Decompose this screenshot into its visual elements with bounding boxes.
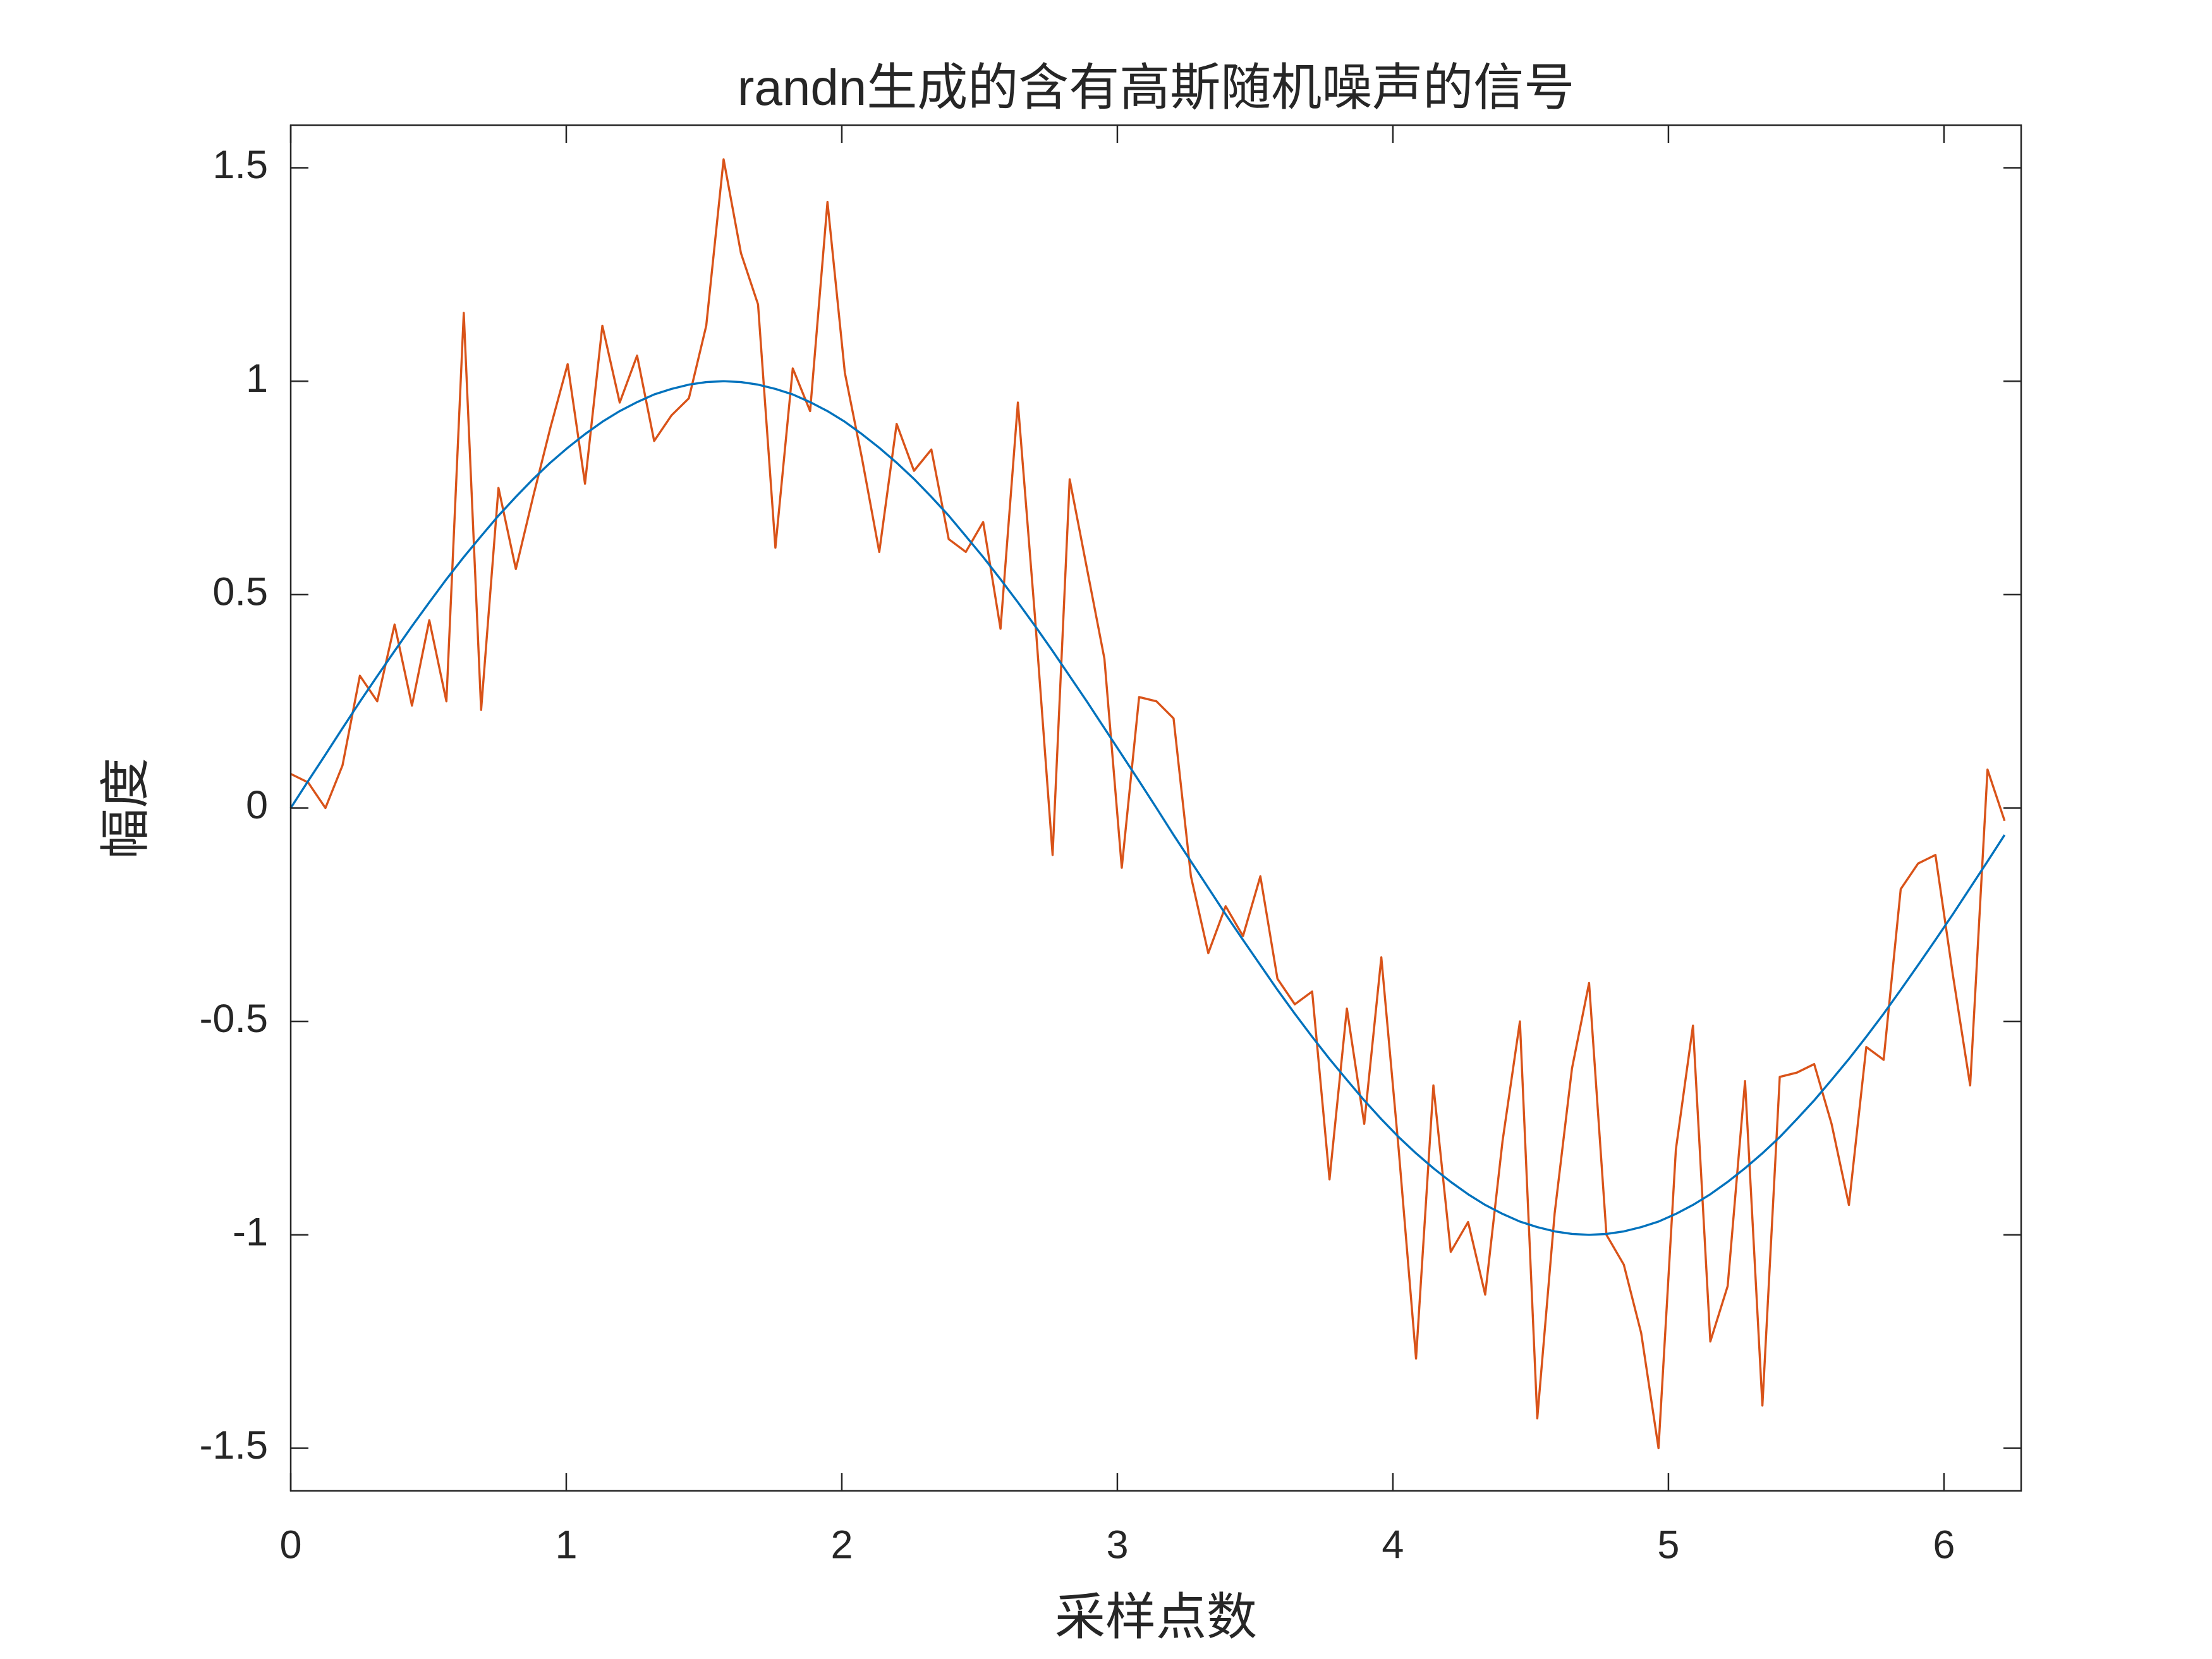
y-tick-label: -1: [233, 1210, 268, 1254]
data-line: [289, 380, 2006, 1236]
x-tick-label: 2: [830, 1523, 853, 1567]
x-tick-label: 3: [1106, 1523, 1128, 1567]
y-tick-label: 0: [246, 783, 268, 827]
data-line: [290, 158, 2006, 1450]
y-tick-label: 1.5: [212, 143, 268, 187]
x-tick-label: 6: [1933, 1523, 1955, 1567]
x-tick-label: 5: [1657, 1523, 1679, 1567]
x-tick-label: 4: [1382, 1523, 1404, 1567]
y-tick-label: -1.5: [199, 1423, 268, 1468]
y-tick-label: 1: [246, 356, 268, 401]
x-axis-label: 采样点数: [1055, 1589, 1257, 1645]
x-tick-label: 0: [279, 1523, 301, 1567]
chart-title: randn生成的含有高斯随机噪声的信号: [738, 59, 1575, 116]
y-tick-label: 0.5: [212, 569, 268, 614]
y-axis-label: 幅度: [97, 758, 154, 859]
x-tick-label: 1: [555, 1523, 577, 1567]
y-tick-label: -0.5: [199, 997, 268, 1041]
